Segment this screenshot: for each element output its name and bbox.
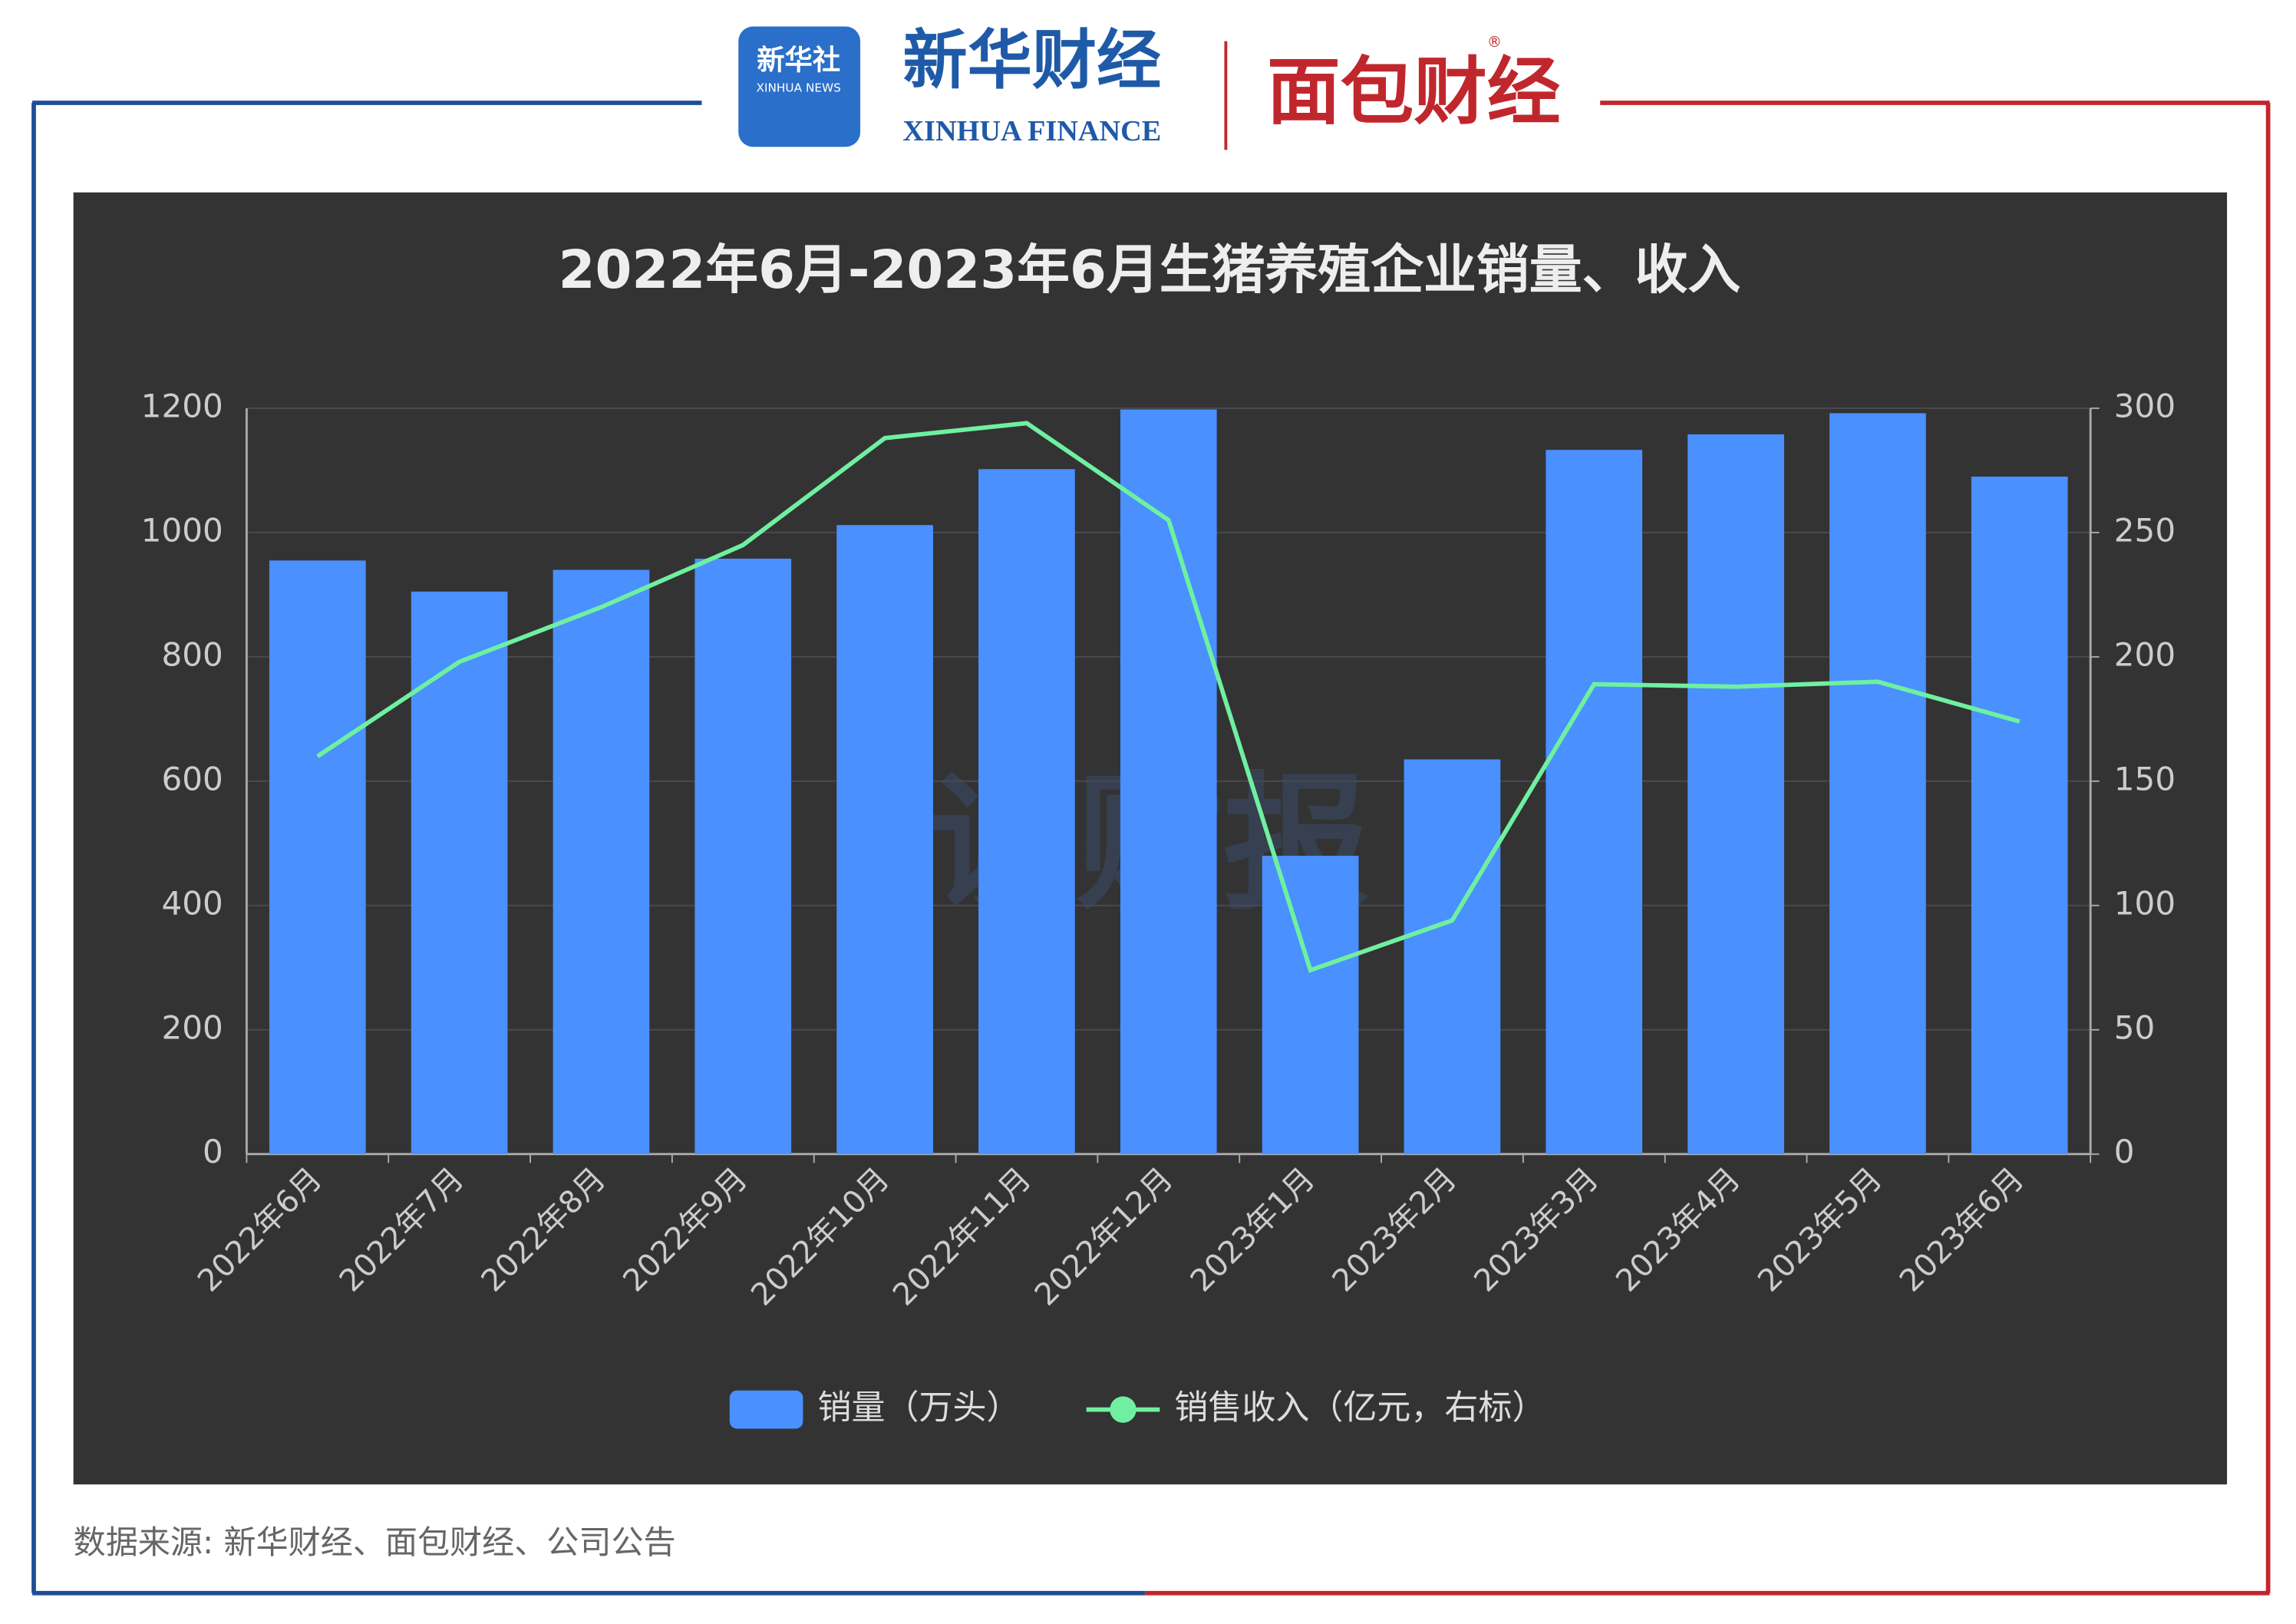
logo2-text: 新华财经 [903, 25, 1162, 97]
y2-tick-label: 50 [2114, 1008, 2156, 1046]
logos: 新华社 XINHUA NEWS 新华财经 XINHUA FINANCE 面包财经… [738, 25, 1561, 150]
logo1-text: 新华社 [757, 43, 840, 76]
line [316, 421, 2021, 973]
y-tick-label: 1000 [141, 511, 223, 549]
y2-tick-label: 300 [2114, 387, 2176, 424]
bar [1404, 759, 1501, 1154]
logo1-sub: XINHUA NEWS [756, 81, 840, 94]
y2-tick-label: 150 [2114, 760, 2176, 797]
legend-swatch [729, 1390, 803, 1429]
frame [31, 101, 2271, 1596]
y-tick-label: 1200 [141, 387, 223, 424]
y-tick-label: 400 [161, 884, 223, 922]
bar [836, 525, 933, 1154]
y2-tick-label: 200 [2114, 635, 2176, 673]
bar [1546, 450, 1643, 1154]
y-tick-label: 800 [161, 635, 223, 673]
bar [411, 591, 508, 1154]
logo3-text: 面包财经 [1267, 49, 1561, 135]
y2-tick-label: 250 [2114, 511, 2176, 549]
source-note: 数据来源: 新华财经、面包财经、公司公告 [74, 1523, 676, 1561]
y2-tick-label: 100 [2114, 884, 2176, 922]
logo3-mark: ® [1487, 33, 1502, 51]
bar [553, 569, 650, 1154]
legend-label: 销售收入（亿元，右标） [1174, 1388, 1546, 1428]
bar [1971, 476, 2068, 1154]
bar [269, 560, 366, 1154]
chart-title: 2022年6月-2023年6月生猪养殖企业销量、收入 [559, 239, 1741, 301]
y2-tick-label: 0 [2114, 1133, 2135, 1170]
bar [1829, 413, 1926, 1154]
logo1-badge [738, 26, 861, 147]
y-tick-label: 200 [161, 1008, 223, 1046]
bar [978, 469, 1075, 1154]
bar [1120, 409, 1217, 1154]
bar [1687, 434, 1784, 1154]
y-tick-label: 600 [161, 760, 223, 797]
legend-label: 销量（万头） [818, 1388, 1021, 1428]
y-tick-label: 0 [203, 1133, 223, 1170]
logo2-sub: XINHUA FINANCE [902, 115, 1161, 147]
legend-marker [1110, 1396, 1136, 1423]
bar [694, 558, 792, 1154]
bar [1262, 856, 1359, 1154]
